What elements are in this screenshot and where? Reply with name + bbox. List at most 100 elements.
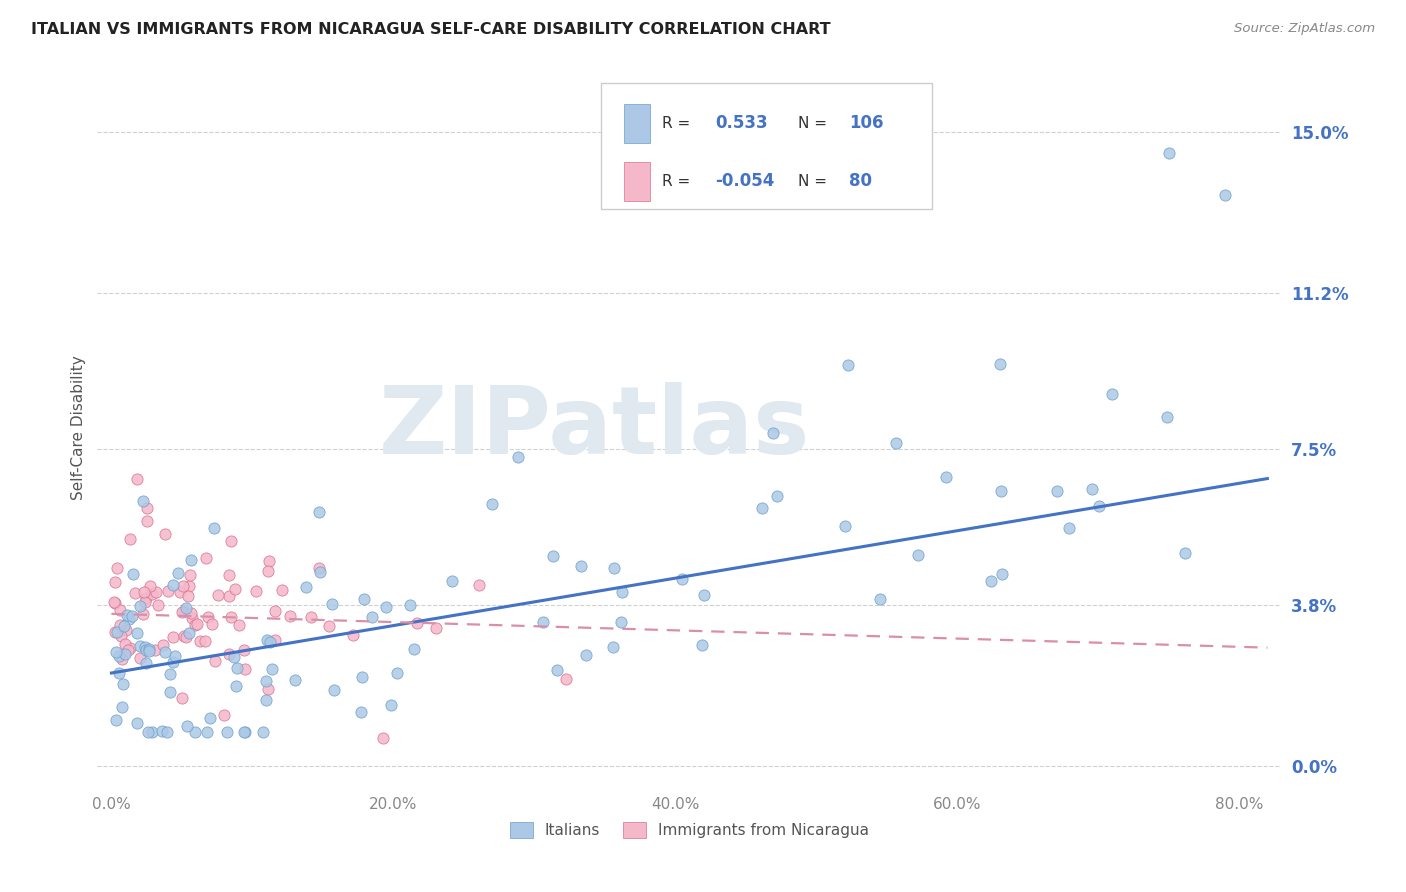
Point	[541, 549, 564, 564]
Point	[170, 691, 193, 706]
Text: R =: R =	[662, 174, 690, 189]
Point	[129, 639, 152, 653]
Point	[264, 633, 287, 648]
Point	[602, 640, 624, 654]
Point	[111, 677, 134, 691]
Point	[117, 643, 139, 657]
Point	[108, 649, 131, 664]
Point	[299, 610, 322, 624]
Point	[252, 725, 274, 739]
Point	[308, 561, 330, 575]
Point	[128, 651, 150, 665]
Point	[318, 618, 340, 632]
Point	[146, 598, 169, 612]
Point	[162, 630, 184, 644]
Point	[174, 630, 197, 644]
Point	[115, 608, 138, 623]
Point	[671, 573, 693, 587]
Point	[110, 652, 132, 666]
Point	[323, 683, 346, 698]
Point	[257, 565, 280, 579]
Point	[690, 639, 713, 653]
Point	[159, 667, 181, 681]
Point	[173, 629, 195, 643]
Point	[105, 625, 128, 640]
Point	[141, 725, 163, 739]
Point	[1081, 483, 1104, 497]
Point	[884, 435, 907, 450]
Point	[135, 656, 157, 670]
Point	[157, 584, 180, 599]
Point	[207, 588, 229, 602]
Point	[224, 582, 246, 596]
Point	[232, 643, 254, 657]
Point	[197, 610, 219, 624]
Point	[103, 595, 125, 609]
Point	[110, 700, 132, 714]
Text: 0.533: 0.533	[716, 114, 768, 133]
Point	[145, 585, 167, 599]
Point	[218, 568, 240, 582]
Point	[104, 624, 127, 639]
Point	[260, 662, 283, 676]
Point	[1156, 410, 1178, 425]
Point	[988, 358, 1011, 372]
Point	[837, 358, 859, 372]
Point	[610, 585, 633, 599]
Point	[134, 595, 156, 609]
Point	[399, 598, 422, 612]
Point	[406, 616, 429, 631]
Point	[200, 617, 222, 632]
Point	[194, 633, 217, 648]
Point	[180, 552, 202, 566]
Point	[481, 497, 503, 511]
Point	[506, 450, 529, 464]
Legend: Italians, Immigrants from Nicaragua: Italians, Immigrants from Nicaragua	[503, 816, 876, 844]
Point	[380, 698, 402, 712]
Point	[233, 725, 256, 739]
Point	[118, 640, 141, 655]
Point	[295, 580, 318, 594]
Point	[990, 483, 1012, 498]
Text: N =: N =	[799, 116, 827, 131]
Point	[425, 621, 447, 635]
Point	[371, 731, 394, 746]
Point	[218, 589, 240, 603]
Point	[254, 673, 277, 688]
Point	[104, 645, 127, 659]
Point	[271, 582, 294, 597]
Point	[264, 604, 287, 618]
Y-axis label: Self-Care Disability: Self-Care Disability	[72, 355, 86, 500]
Bar	[624, 161, 651, 202]
Point	[1157, 146, 1180, 161]
Point	[134, 640, 156, 655]
Point	[284, 673, 307, 688]
Point	[225, 679, 247, 693]
Point	[159, 684, 181, 698]
Point	[1088, 499, 1111, 513]
Point	[350, 705, 373, 719]
Point	[108, 618, 131, 632]
Point	[172, 605, 194, 619]
Point	[226, 661, 249, 675]
Point	[132, 494, 155, 508]
Point	[259, 554, 281, 568]
Point	[233, 662, 256, 676]
Point	[308, 505, 330, 519]
Point	[145, 643, 167, 657]
Point	[188, 634, 211, 648]
Point	[135, 642, 157, 657]
Point	[162, 578, 184, 592]
Point	[228, 618, 250, 632]
Point	[125, 716, 148, 731]
Text: R =: R =	[662, 116, 690, 131]
Point	[110, 630, 132, 644]
Point	[180, 611, 202, 625]
Text: -0.054: -0.054	[716, 172, 775, 190]
Point	[114, 647, 136, 661]
Point	[174, 600, 197, 615]
Text: N =: N =	[799, 174, 827, 189]
Point	[138, 642, 160, 657]
Point	[217, 725, 239, 739]
Point	[555, 672, 578, 686]
